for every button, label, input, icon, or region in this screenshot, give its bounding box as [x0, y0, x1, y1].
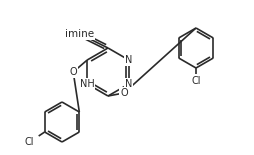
Text: O: O	[69, 67, 77, 77]
Text: O: O	[120, 88, 127, 98]
Text: imine: imine	[65, 29, 94, 39]
Text: Cl: Cl	[190, 76, 200, 86]
Text: N: N	[125, 55, 132, 65]
Text: NH: NH	[80, 79, 94, 89]
Text: N: N	[125, 79, 132, 89]
Text: Cl: Cl	[25, 137, 34, 147]
